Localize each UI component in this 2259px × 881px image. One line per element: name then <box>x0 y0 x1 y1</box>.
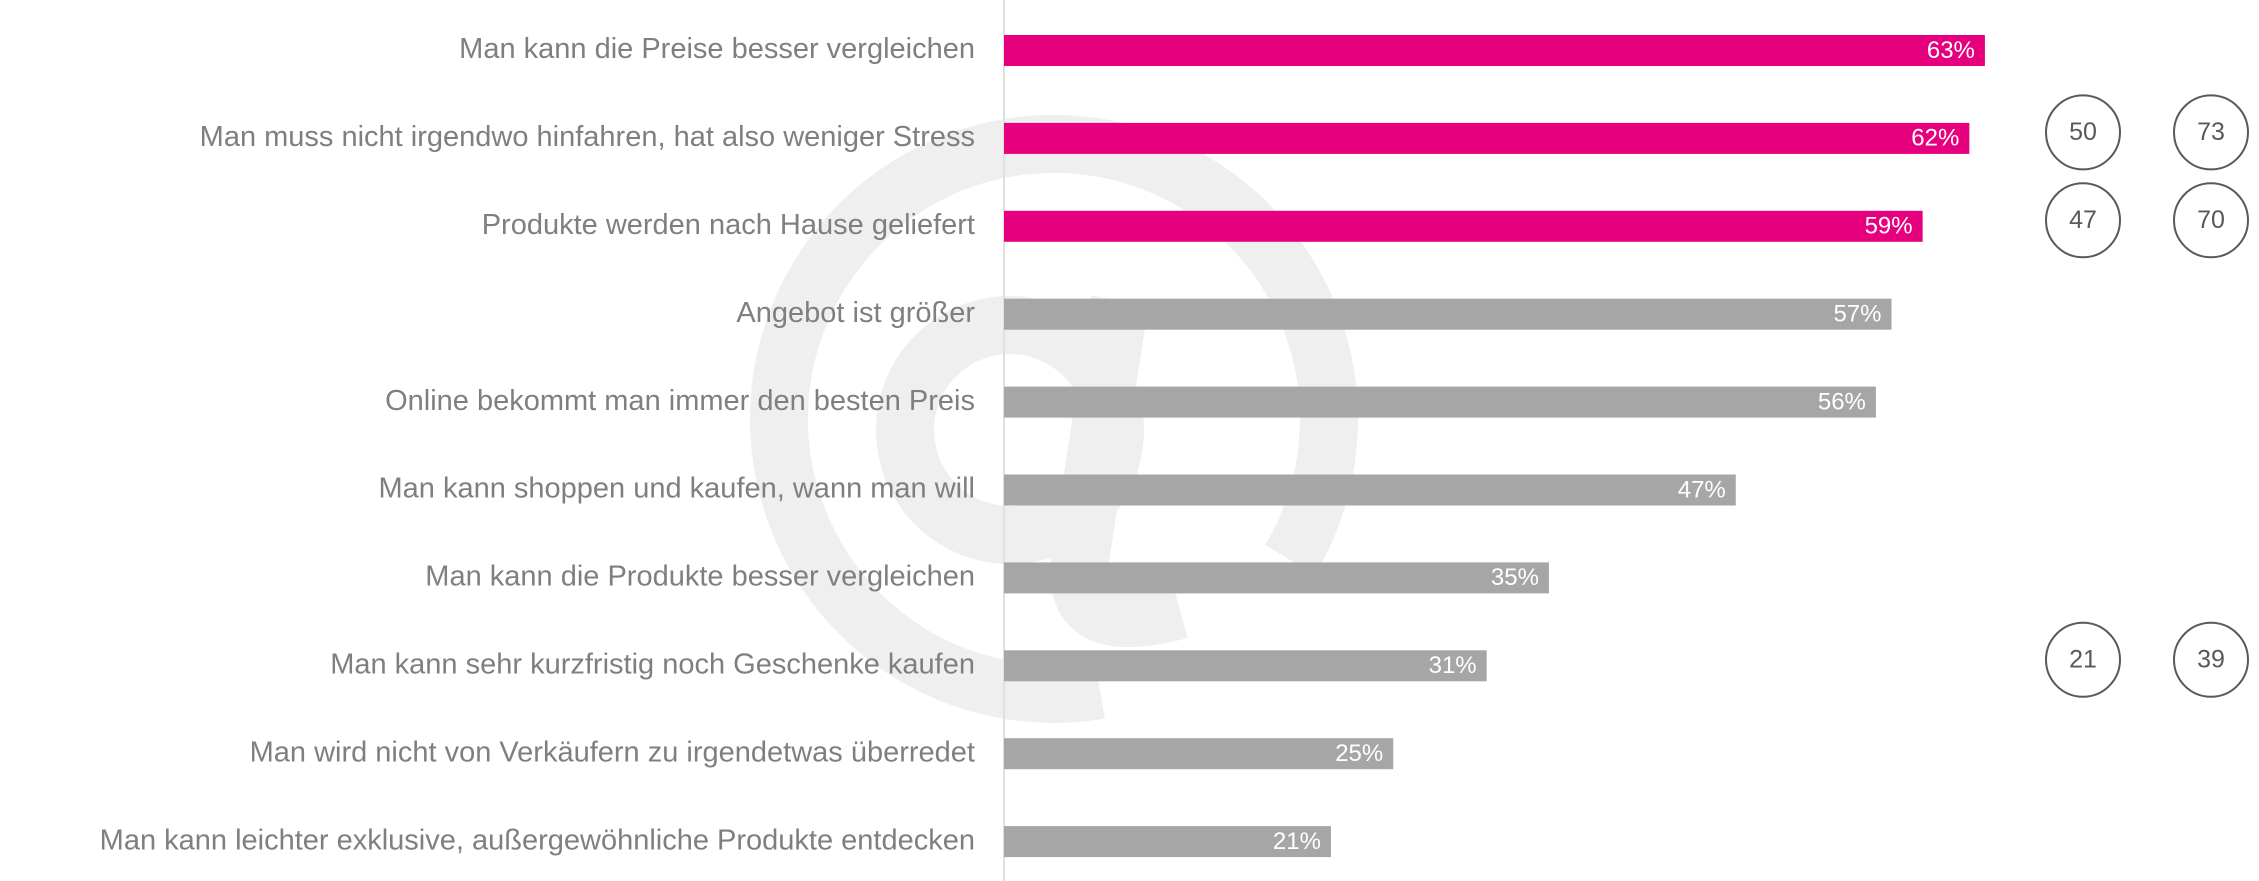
value-label: 63% <box>1927 37 1975 64</box>
value-label: 47% <box>1678 476 1726 503</box>
bar <box>1004 299 1891 330</box>
value-label: 21% <box>1273 828 1321 855</box>
value-label: 31% <box>1429 652 1477 679</box>
side-value: 21 <box>2069 645 2097 673</box>
side-value: 47 <box>2069 206 2097 234</box>
category-label: Man kann die Produkte besser vergleichen <box>425 561 975 593</box>
bar <box>1004 211 1923 242</box>
category-label: Man kann shoppen und kaufen, wann man wi… <box>379 473 976 505</box>
side-value: 70 <box>2197 206 2225 234</box>
value-label: 25% <box>1335 740 1383 767</box>
bar <box>1004 562 1549 593</box>
category-label: Man kann die Preise besser vergleichen <box>459 33 975 65</box>
bar <box>1004 650 1487 681</box>
value-label: 62% <box>1911 125 1959 152</box>
bar <box>1004 475 1736 506</box>
category-label: Man kann sehr kurzfristig noch Geschenke… <box>330 648 975 680</box>
side-value: 39 <box>2197 645 2225 673</box>
bar <box>1004 35 1985 66</box>
bar <box>1004 387 1876 418</box>
value-label: 56% <box>1818 388 1866 415</box>
category-label: Angebot ist größer <box>736 297 975 329</box>
category-label: Produkte werden nach Hause geliefert <box>482 209 975 241</box>
category-label: Man wird nicht von Verkäufern zu irgende… <box>250 736 975 768</box>
chart: Man kann die Preise besser vergleichen 63… <box>0 0 2259 881</box>
value-label: 57% <box>1833 301 1881 328</box>
category-label: Online bekommt man immer den besten Prei… <box>385 385 975 417</box>
category-label: Man kann leichter exklusive, außergewöhn… <box>100 824 975 856</box>
side-value: 50 <box>2069 118 2097 146</box>
value-label: 59% <box>1865 213 1913 240</box>
value-label: 35% <box>1491 564 1539 591</box>
bar <box>1004 123 1969 154</box>
side-value: 73 <box>2197 118 2225 146</box>
category-label: Man muss nicht irgendwo hinfahren, hat a… <box>200 121 975 153</box>
